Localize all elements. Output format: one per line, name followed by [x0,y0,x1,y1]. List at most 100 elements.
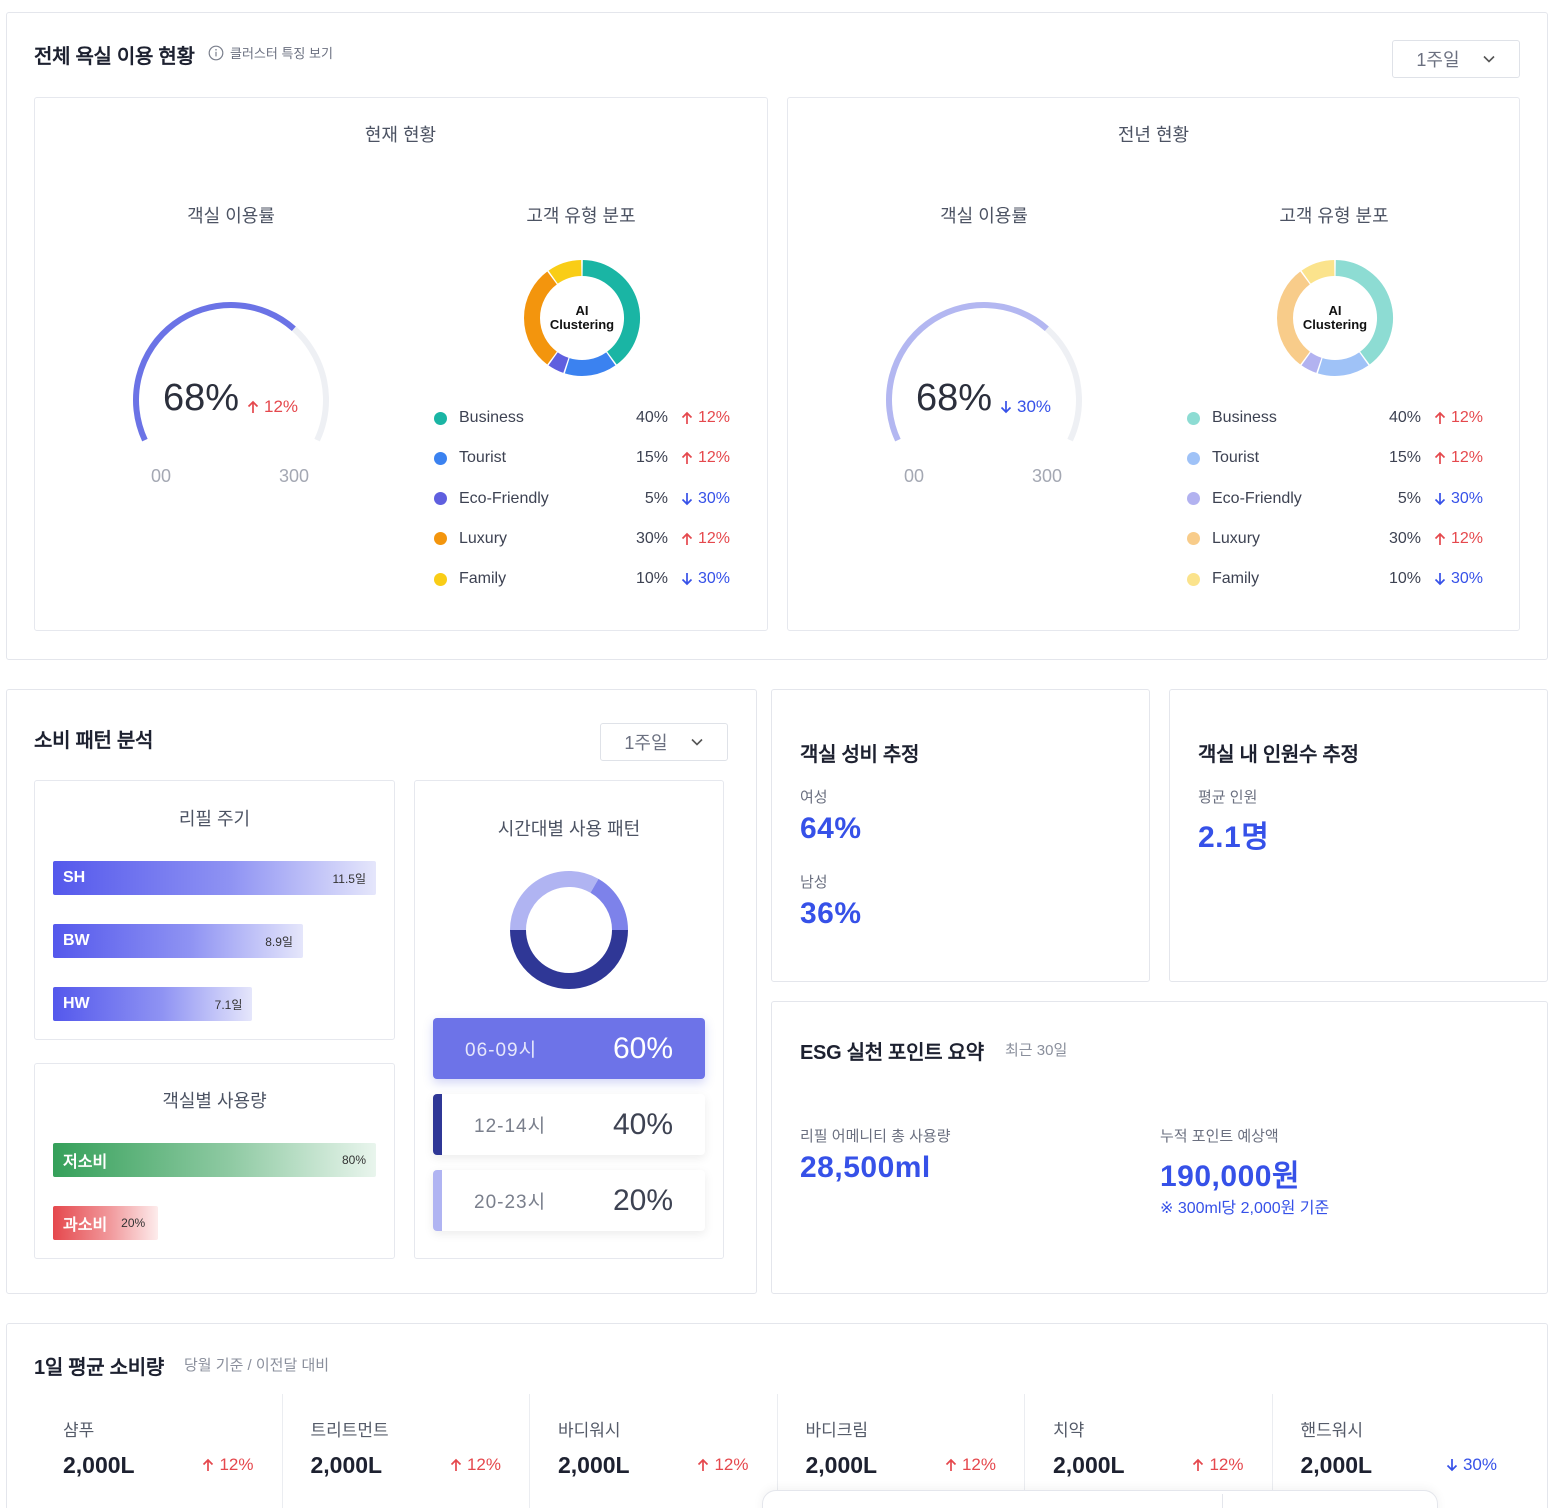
distribution-title: 고객 유형 분포 [526,206,636,226]
gauge-min: 00 [151,466,172,486]
legend-percent: 5% [644,489,668,507]
time-slot-percent: 60% [612,1031,673,1065]
arrow-up-icon [680,411,694,425]
arrow-up-icon [449,1458,463,1472]
time-pattern-title: 시간대별 사용 패턴 [497,819,641,839]
donut-center-line2: Clustering [549,317,615,332]
chevron-down-icon [690,735,704,749]
time-slot-range: 06-09시 [465,1040,538,1061]
current-status-panel [34,97,768,631]
refill-cycle-title: 리필 주기 [178,809,251,829]
consumption-title: 소비 패턴 분석 [34,730,154,752]
consumption-period-value: 1주일 [624,733,668,753]
legend-dot [1187,492,1200,506]
legend-name: Family [1212,570,1260,588]
panel-heading: 전년 현황 [1117,125,1190,145]
legend-row-family[interactable]: Family 10% 30% [1187,567,1483,591]
legend-delta: 30% [1433,490,1483,508]
occupancy-delta: 30% [999,397,1051,417]
esg-refill-label: 리필 어메니티 총 사용량 [800,1128,951,1145]
legend-row-business[interactable]: Business 40% 12% [434,406,730,430]
cluster-link[interactable]: 클러스터 특징 보기 [208,43,333,62]
daily-item-name: 핸드워시 [1300,1421,1364,1440]
female-value: 64% [800,812,862,845]
arrow-up-icon [201,1458,215,1472]
refill-bar-hw: HW 7.1일 [53,987,253,1021]
legend-delta-value: 12% [697,409,730,426]
legend-name: Tourist [1212,449,1260,467]
donut-segment-business [582,260,640,365]
daily-item-name: 치약 [1053,1421,1085,1440]
time-segment-noon [510,871,599,931]
daily-subtitle: 당월 기준 / 이전달 대비 [184,1357,330,1374]
room-usage-title: 객실별 사용량 [162,1091,267,1111]
legend-delta: 12% [1433,409,1483,427]
legend-row-family[interactable]: Family 10% 30% [434,567,730,591]
daily-item-delta: 12% [944,1455,996,1475]
legend-delta: 12% [680,409,730,427]
daily-item-delta: 12% [201,1455,254,1475]
donut-center-line1: AI [1328,303,1342,318]
esg-title: ESG 실천 포인트 요약 [800,1042,984,1064]
legend-name: Eco-Friendly [459,489,549,507]
panel-heading: 현재 현황 [364,125,437,145]
legend-row-ecofriendly[interactable]: Eco-Friendly 5% 30% [434,487,730,511]
overlay-card-edge [762,1490,1438,1508]
daily-divider [1024,1394,1025,1508]
legend-delta-value: 30% [1450,489,1483,507]
refill-bar-label: BW [63,932,90,949]
donut-center-label: AI Clustering [532,304,632,332]
legend-row-tourist[interactable]: Tourist 15% 12% [434,446,730,470]
time-slot-card[interactable]: 12-14시 40% [433,1094,705,1155]
legend-row-luxury[interactable]: Luxury 30% 12% [434,527,730,551]
daily-divider [529,1394,530,1508]
donut-center-line2: Clustering [1302,317,1368,332]
daily-item-value: 2,000L [558,1452,630,1478]
daily-item-value: 2,000L [1300,1452,1373,1478]
legend-delta: 12% [680,530,730,548]
previous-year-panel [787,97,1520,631]
gauge-min: 00 [904,466,925,486]
legend-percent: 5% [1397,489,1421,507]
time-slot-card[interactable]: 06-09시 60% [433,1018,705,1079]
legend-delta-value: 12% [1450,529,1483,547]
gender-card [771,689,1150,982]
legend-row-business[interactable]: Business 40% 12% [1187,406,1483,430]
arrow-down-icon [1445,1458,1459,1472]
legend-row-tourist[interactable]: Tourist 15% 12% [1187,446,1483,470]
daily-item-delta-value: 12% [466,1455,501,1474]
room-bar-high: 과소비 20% [53,1206,158,1240]
occupancy-title: 객실 이용률 [187,206,275,226]
legend-name: Tourist [459,449,507,467]
cluster-link-label: 클러스터 특징 보기 [230,46,333,61]
refill-bar-value: 11.5일 [332,871,366,886]
distribution-title: 고객 유형 분포 [1279,206,1389,226]
daily-item-value: 2,000L [1053,1452,1125,1478]
donut-segment-luxury [524,271,558,365]
consumption-period-dropdown[interactable]: 1주일 [600,723,728,761]
legend-name: Business [459,409,524,426]
time-slot-card[interactable]: 20-23시 20% [433,1170,705,1231]
legend-delta-value: 30% [1450,570,1483,588]
arrow-up-icon [1433,411,1447,425]
usage-title: 전체 욕실 이용 현황 [34,46,195,68]
legend-dot [1187,411,1200,425]
donut-segment-family [548,260,582,284]
daily-divider [1271,1394,1273,1508]
daily-item-name: 바디워시 [558,1421,621,1440]
donut-segment-ecofriendly [548,352,569,373]
legend-dot [434,572,447,586]
legend-delta: 30% [680,570,730,588]
legend-row-ecofriendly[interactable]: Eco-Friendly 5% 30% [1187,487,1483,511]
daily-item: 치약 2,000L 12% [1024,1394,1272,1508]
refill-bar-value: 7.1일 [214,997,243,1012]
daily-item: 핸드워시 2,000L 30% [1272,1394,1520,1508]
usage-period-dropdown[interactable]: 1주일 [1392,40,1520,78]
occupancy-value: 68% [163,377,240,419]
legend-row-luxury[interactable]: Luxury 30% 12% [1187,527,1483,551]
male-value: 36% [800,897,862,930]
room-bar-value: 20% [121,1216,146,1230]
donut-segment-business [1335,260,1393,365]
customer-type-donut [524,260,640,376]
daily-item-delta-value: 30% [1462,1455,1497,1474]
